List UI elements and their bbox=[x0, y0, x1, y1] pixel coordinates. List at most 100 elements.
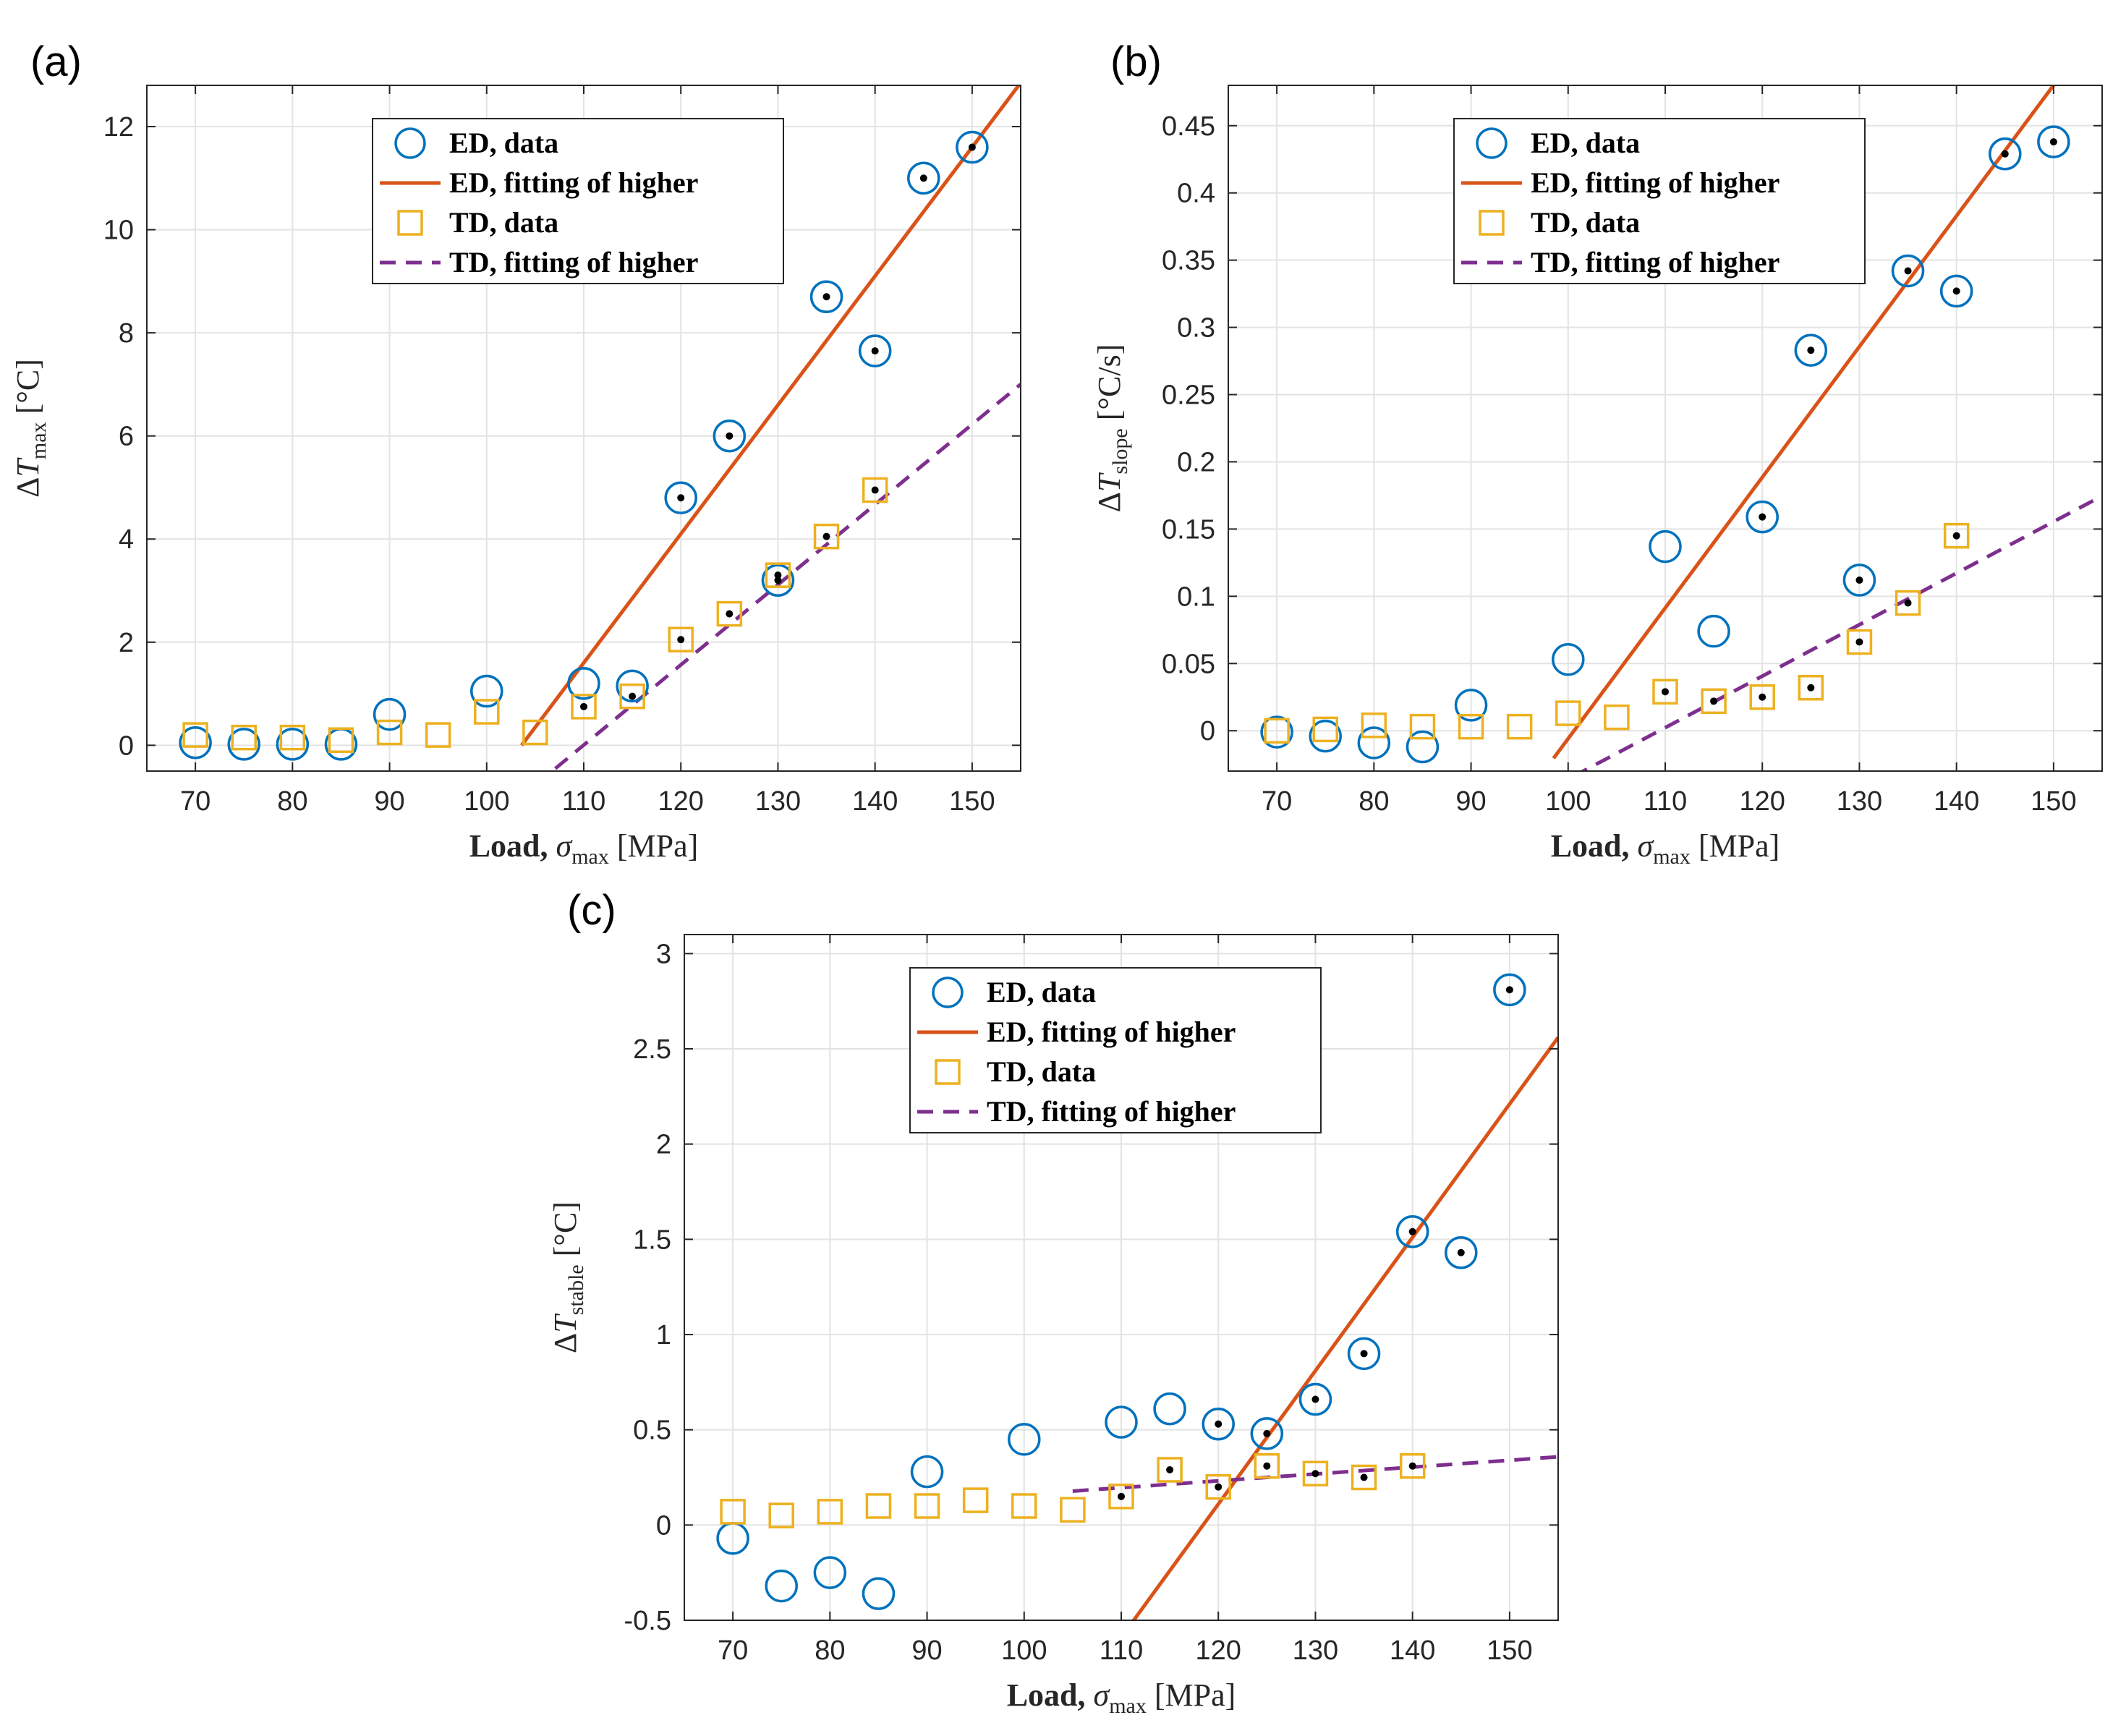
legend-label-ed-data: ED, data bbox=[987, 976, 1096, 1008]
x-tick-label: 150 bbox=[1487, 1635, 1532, 1666]
td-data-point bbox=[768, 1502, 794, 1528]
legend-symbol-ed-data bbox=[932, 977, 964, 1008]
highlight-dot bbox=[2049, 138, 2057, 146]
ed-data-point bbox=[276, 728, 310, 761]
x-tick-label: 140 bbox=[852, 786, 898, 817]
highlight-dot bbox=[968, 143, 976, 151]
highlight-dot bbox=[1457, 1248, 1465, 1256]
y-axis-label: ΔTstable [°C] bbox=[548, 1201, 588, 1353]
y-tick-label: 1.5 bbox=[633, 1225, 671, 1255]
y-tick-label: 0 bbox=[656, 1510, 671, 1541]
ed-data-point bbox=[1445, 1236, 1478, 1269]
ed-data-point bbox=[1260, 715, 1293, 749]
td-data-point bbox=[1604, 704, 1630, 731]
highlight-dot bbox=[1904, 267, 1912, 275]
chart-panel-1: (b) 70 80 90 100 110 120 130 140 150 0 0.05 0.1 0.15 0… bbox=[1092, 38, 2103, 869]
ed-data-point bbox=[1842, 563, 1876, 597]
y-tick-label: 1 bbox=[656, 1320, 671, 1350]
highlight-dot bbox=[1855, 576, 1863, 584]
ed-data-point bbox=[1357, 726, 1391, 760]
highlight-dot bbox=[1807, 684, 1815, 692]
td-data-point bbox=[720, 1499, 746, 1525]
x-tick-label: 70 bbox=[718, 1635, 748, 1666]
x-tick-label: 140 bbox=[1390, 1635, 1435, 1666]
x-tick-label: 120 bbox=[658, 786, 704, 817]
y-tick-label: 0.2 bbox=[1177, 447, 1215, 477]
x-tick-label: 100 bbox=[1001, 1635, 1047, 1666]
highlight-dot bbox=[1952, 532, 1960, 540]
td-data-point bbox=[1205, 1473, 1231, 1500]
x-tick-label: 80 bbox=[1358, 786, 1389, 817]
legend-label-ed-data: ED, data bbox=[1531, 127, 1640, 159]
td-data-point bbox=[1943, 522, 1970, 549]
legend-label-td-fit: TD, fitting of higher bbox=[987, 1095, 1236, 1128]
ed-data-point bbox=[1454, 689, 1488, 722]
ed-data-point bbox=[1395, 1215, 1429, 1248]
highlight-dot bbox=[1662, 688, 1669, 696]
chart-panel-2: (c) 70 80 90 100 110 120 130 140 150 -0.5 0 0.5 1 1.5 2… bbox=[548, 887, 1559, 1718]
ed-data-point bbox=[1552, 642, 1585, 676]
highlight-dot bbox=[1855, 638, 1863, 646]
ed-data-point bbox=[1008, 1423, 1041, 1456]
y-tick-label: 0.5 bbox=[633, 1416, 671, 1446]
ed-data-point bbox=[1105, 1405, 1138, 1439]
x-tick-label: 110 bbox=[1100, 1635, 1144, 1666]
y-tick-label: 10 bbox=[103, 216, 134, 246]
ed-data-point bbox=[1794, 333, 1828, 367]
y-tick-label: 0.1 bbox=[1177, 582, 1215, 612]
y-tick-label: 0 bbox=[119, 731, 134, 761]
ed-data-point bbox=[1347, 1337, 1381, 1371]
td-data-point bbox=[376, 719, 403, 746]
legend-label-ed-fit: ED, fitting of higher bbox=[449, 166, 698, 199]
td-data-point bbox=[1302, 1460, 1329, 1486]
highlight-dot bbox=[1710, 697, 1718, 705]
highlight-dot bbox=[1952, 287, 1960, 295]
ed-data-point bbox=[1202, 1408, 1235, 1441]
legend-symbol-td-data bbox=[935, 1059, 961, 1085]
y-tick-label: 12 bbox=[103, 112, 134, 142]
x-tick-label: 70 bbox=[1262, 786, 1292, 817]
ed-data-point bbox=[858, 334, 892, 367]
td-data-point bbox=[1254, 1452, 1280, 1479]
highlight-dot bbox=[774, 576, 782, 584]
ed-data-point bbox=[470, 674, 503, 708]
legend-box bbox=[1453, 118, 1866, 284]
td-data-point bbox=[1652, 678, 1678, 705]
td-data-point bbox=[813, 523, 840, 550]
td-data-point bbox=[862, 477, 888, 503]
y-tick-label: 2.5 bbox=[633, 1034, 671, 1065]
y-tick-label: 2 bbox=[656, 1130, 671, 1160]
x-axis-label: Load, σmax [MPa] bbox=[469, 828, 699, 869]
ed-data-point bbox=[1250, 1417, 1284, 1450]
ed-data-point bbox=[1649, 529, 1682, 563]
x-tick-label: 110 bbox=[1644, 786, 1688, 817]
td-data-point bbox=[1895, 590, 1921, 616]
td-data-point bbox=[182, 722, 208, 748]
x-tick-label: 100 bbox=[1545, 786, 1591, 817]
ed-data-point bbox=[1939, 274, 1973, 308]
y-tick-label: 0.3 bbox=[1177, 313, 1215, 344]
ed-data-point bbox=[567, 667, 600, 700]
panel-label: (b) bbox=[1110, 38, 1162, 85]
td-data-point bbox=[1108, 1484, 1134, 1510]
ed-data-point bbox=[1309, 719, 1342, 753]
legend-label-ed-fit: ED, fitting of higher bbox=[1531, 166, 1780, 199]
td-data-point bbox=[1506, 713, 1533, 740]
legend-symbol-td-data bbox=[397, 210, 423, 236]
x-tick-label: 150 bbox=[949, 786, 995, 817]
highlight-dot bbox=[726, 432, 734, 440]
x-tick-label: 130 bbox=[755, 786, 801, 817]
td-fit-line bbox=[1579, 494, 2102, 771]
td-data-point bbox=[231, 724, 257, 751]
td-data-point bbox=[1011, 1493, 1037, 1519]
ed-data-point bbox=[809, 280, 843, 313]
ed-fit-line bbox=[520, 85, 1021, 746]
highlight-dot bbox=[871, 486, 879, 494]
y-tick-label: 0.35 bbox=[1162, 246, 1215, 276]
legend: ED, data ED, fitting of higher TD, data TD,… bbox=[1453, 118, 1866, 284]
x-tick-label: 90 bbox=[1455, 786, 1486, 817]
highlight-dot bbox=[1759, 513, 1766, 521]
ed-data-point bbox=[1406, 730, 1440, 764]
highlight-dot bbox=[1215, 1483, 1223, 1491]
